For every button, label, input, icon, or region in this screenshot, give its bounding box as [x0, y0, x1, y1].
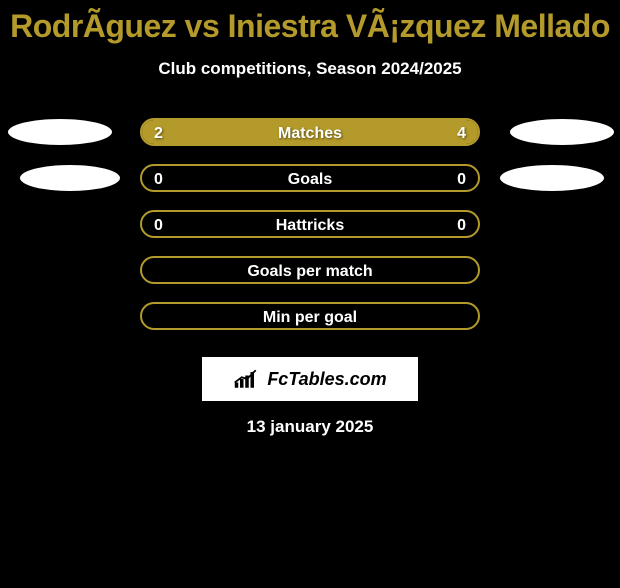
source-logo: FcTables.com: [202, 357, 418, 401]
stat-bar: Min per goal: [140, 302, 480, 330]
stat-row: Goals per match: [0, 247, 620, 293]
stat-bar: Goals per match: [140, 256, 480, 284]
stat-value-left: 2: [154, 120, 163, 146]
player-left-blob: [8, 119, 112, 145]
stat-row: Min per goal: [0, 293, 620, 339]
stat-bar: Hattricks0 0: [140, 210, 480, 238]
player-right-blob: [500, 165, 604, 191]
stat-label: Hattricks: [142, 212, 478, 238]
snapshot-date: 13 january 2025: [0, 417, 620, 437]
stat-row: Matches2 4: [0, 109, 620, 155]
stat-bar: Matches2 4: [140, 118, 480, 146]
stat-label: Matches: [142, 120, 478, 146]
stat-row: Goals0 0: [0, 155, 620, 201]
stat-bar: Goals0 0: [140, 164, 480, 192]
stat-label: Min per goal: [142, 304, 478, 330]
stat-value-left: 0: [154, 166, 163, 192]
stat-value-right: 0: [457, 166, 466, 192]
stat-value-left: 0: [154, 212, 163, 238]
stat-value-right: 4: [457, 120, 466, 146]
bar-chart-icon: [233, 367, 261, 391]
stat-label: Goals per match: [142, 258, 478, 284]
source-logo-text: FcTables.com: [267, 369, 386, 390]
player-left-blob: [20, 165, 120, 191]
page-subtitle: Club competitions, Season 2024/2025: [0, 59, 620, 79]
stat-label: Goals: [142, 166, 478, 192]
player-right-blob: [510, 119, 614, 145]
stat-row: Hattricks0 0: [0, 201, 620, 247]
stats-area: Matches24Goals00Hattricks00Goals per mat…: [0, 109, 620, 339]
stat-value-right: 0: [457, 212, 466, 238]
page-title: RodrÃ­guez vs Iniestra VÃ¡zquez Mellado: [0, 8, 620, 45]
